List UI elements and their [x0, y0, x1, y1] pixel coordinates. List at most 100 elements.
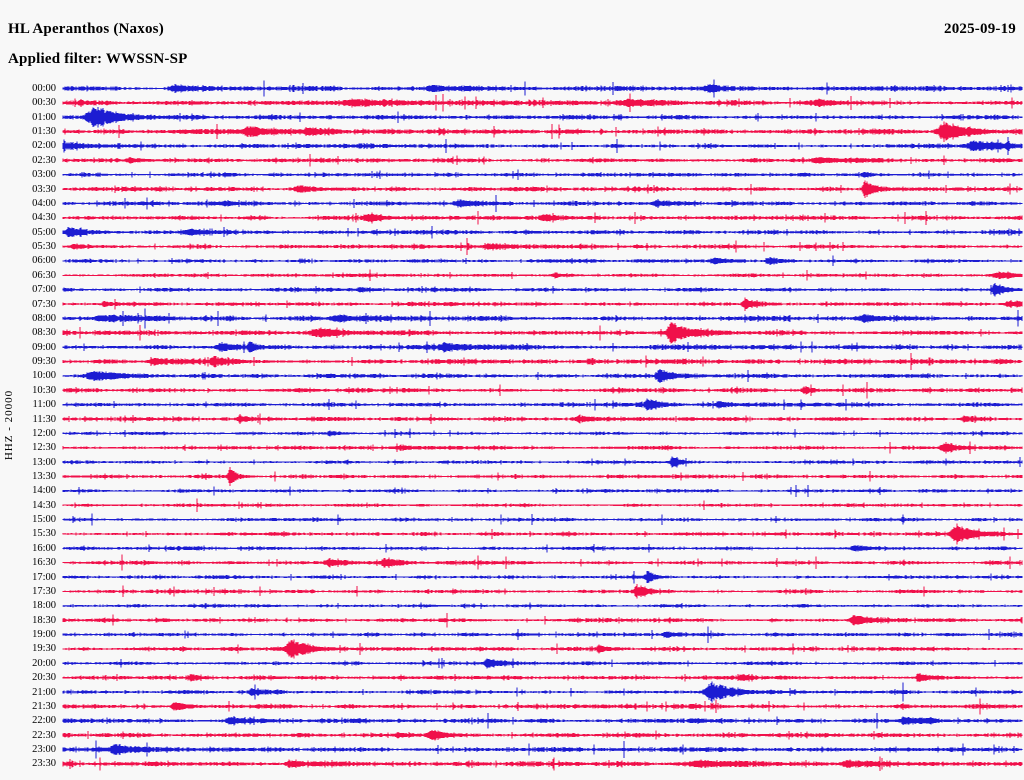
time-label: 20:30 [32, 672, 56, 684]
trace-row [62, 398, 1023, 411]
time-label: 01:30 [32, 126, 56, 138]
trace-row [62, 441, 1023, 455]
trace-row [62, 322, 1023, 344]
trace-row [62, 428, 1023, 439]
time-label: 19:00 [32, 629, 56, 641]
trace-row [62, 352, 1023, 371]
trace-row [62, 498, 1023, 512]
time-label: 00:30 [32, 97, 56, 109]
trace-row [62, 570, 1023, 584]
time-label: 11:30 [32, 413, 56, 425]
time-label: 22:30 [32, 729, 56, 741]
trace-row [62, 169, 1023, 181]
time-label: 09:00 [32, 341, 56, 353]
trace-row [62, 93, 1023, 113]
trace-row [62, 698, 1023, 715]
trace-row [62, 238, 1023, 256]
time-label: 02:00 [32, 140, 56, 152]
time-label: 15:00 [32, 514, 56, 526]
trace-row [62, 681, 1023, 703]
time-label: 16:00 [32, 542, 56, 554]
time-label: 16:30 [32, 557, 56, 569]
trace-row [62, 282, 1023, 297]
time-label: 06:00 [32, 255, 56, 267]
time-label: 23:30 [32, 758, 56, 770]
time-label: 20:00 [32, 657, 56, 669]
time-label: 01:00 [32, 111, 56, 123]
time-label: 00:00 [32, 83, 56, 94]
trace-row [62, 137, 1023, 155]
trace-row [62, 513, 1023, 526]
time-label: 05:30 [32, 241, 56, 253]
trace-row [62, 612, 1023, 628]
trace-row [62, 554, 1023, 571]
trace-row [62, 639, 1023, 659]
trace-row [62, 484, 1023, 497]
time-label: 13:30 [32, 470, 56, 482]
time-label: 04:00 [32, 197, 56, 209]
trace-row [62, 584, 1023, 599]
applied-filter-label: Applied filter: WWSSN-SP [8, 51, 188, 67]
time-label: 18:30 [32, 614, 56, 626]
time-label: 21:30 [32, 700, 56, 712]
trace-row [62, 255, 1023, 267]
trace-row [62, 713, 1023, 729]
time-label: 08:30 [32, 327, 56, 339]
trace-row [62, 626, 1023, 643]
time-label: 04:30 [32, 212, 56, 224]
time-label: 03:30 [32, 183, 56, 195]
trace-row [62, 673, 1023, 683]
time-label: 11:00 [32, 399, 56, 411]
time-label: 07:00 [32, 284, 56, 296]
trace-row [62, 543, 1023, 553]
trace-row [62, 210, 1023, 225]
trace-row [62, 225, 1023, 239]
time-label: 13:00 [32, 456, 56, 468]
time-label: 09:30 [32, 356, 56, 368]
time-label: 06:30 [32, 269, 56, 281]
time-label: 10:00 [32, 370, 56, 382]
time-label: 21:00 [32, 686, 56, 698]
time-label: 17:30 [32, 585, 56, 597]
time-label: 15:30 [32, 528, 56, 540]
time-label: 08:00 [32, 312, 56, 324]
trace-row [62, 297, 1023, 311]
time-label: 03:00 [32, 169, 56, 181]
station-title: HL Aperanthos (Naxos) [8, 21, 164, 37]
time-label: 17:00 [32, 571, 56, 583]
trace-row [62, 369, 1023, 383]
trace-row [62, 413, 1023, 425]
trace-row [62, 729, 1023, 741]
trace-row [62, 341, 1023, 353]
date-label: 2025-09-19 [944, 21, 1016, 37]
time-label: 12:00 [32, 427, 56, 439]
time-label: 12:30 [32, 442, 56, 454]
trace-row [62, 107, 1023, 128]
time-label: 22:00 [32, 715, 56, 727]
trace-row [62, 121, 1023, 142]
trace-row [62, 756, 1023, 772]
trace-row [62, 308, 1023, 329]
time-label: 10:30 [32, 384, 56, 396]
time-label: 07:30 [32, 298, 56, 310]
time-label: 05:00 [32, 226, 56, 238]
trace-row [62, 467, 1023, 486]
time-label: 23:00 [32, 744, 56, 756]
trace-row [62, 382, 1023, 399]
trace-row [62, 658, 1023, 669]
time-label: 02:30 [32, 154, 56, 166]
trace-row [62, 269, 1023, 282]
trace-row [62, 180, 1023, 198]
trace-row [62, 195, 1023, 212]
trace-row [62, 154, 1023, 167]
time-label: 19:30 [32, 643, 56, 655]
time-label: 14:30 [32, 499, 56, 511]
trace-row [62, 740, 1023, 759]
time-label: 14:00 [32, 485, 56, 497]
trace-row [62, 523, 1023, 545]
trace-row [62, 79, 1023, 98]
time-label: 18:00 [32, 600, 56, 612]
trace-row [62, 602, 1023, 610]
trace-row [62, 456, 1023, 468]
